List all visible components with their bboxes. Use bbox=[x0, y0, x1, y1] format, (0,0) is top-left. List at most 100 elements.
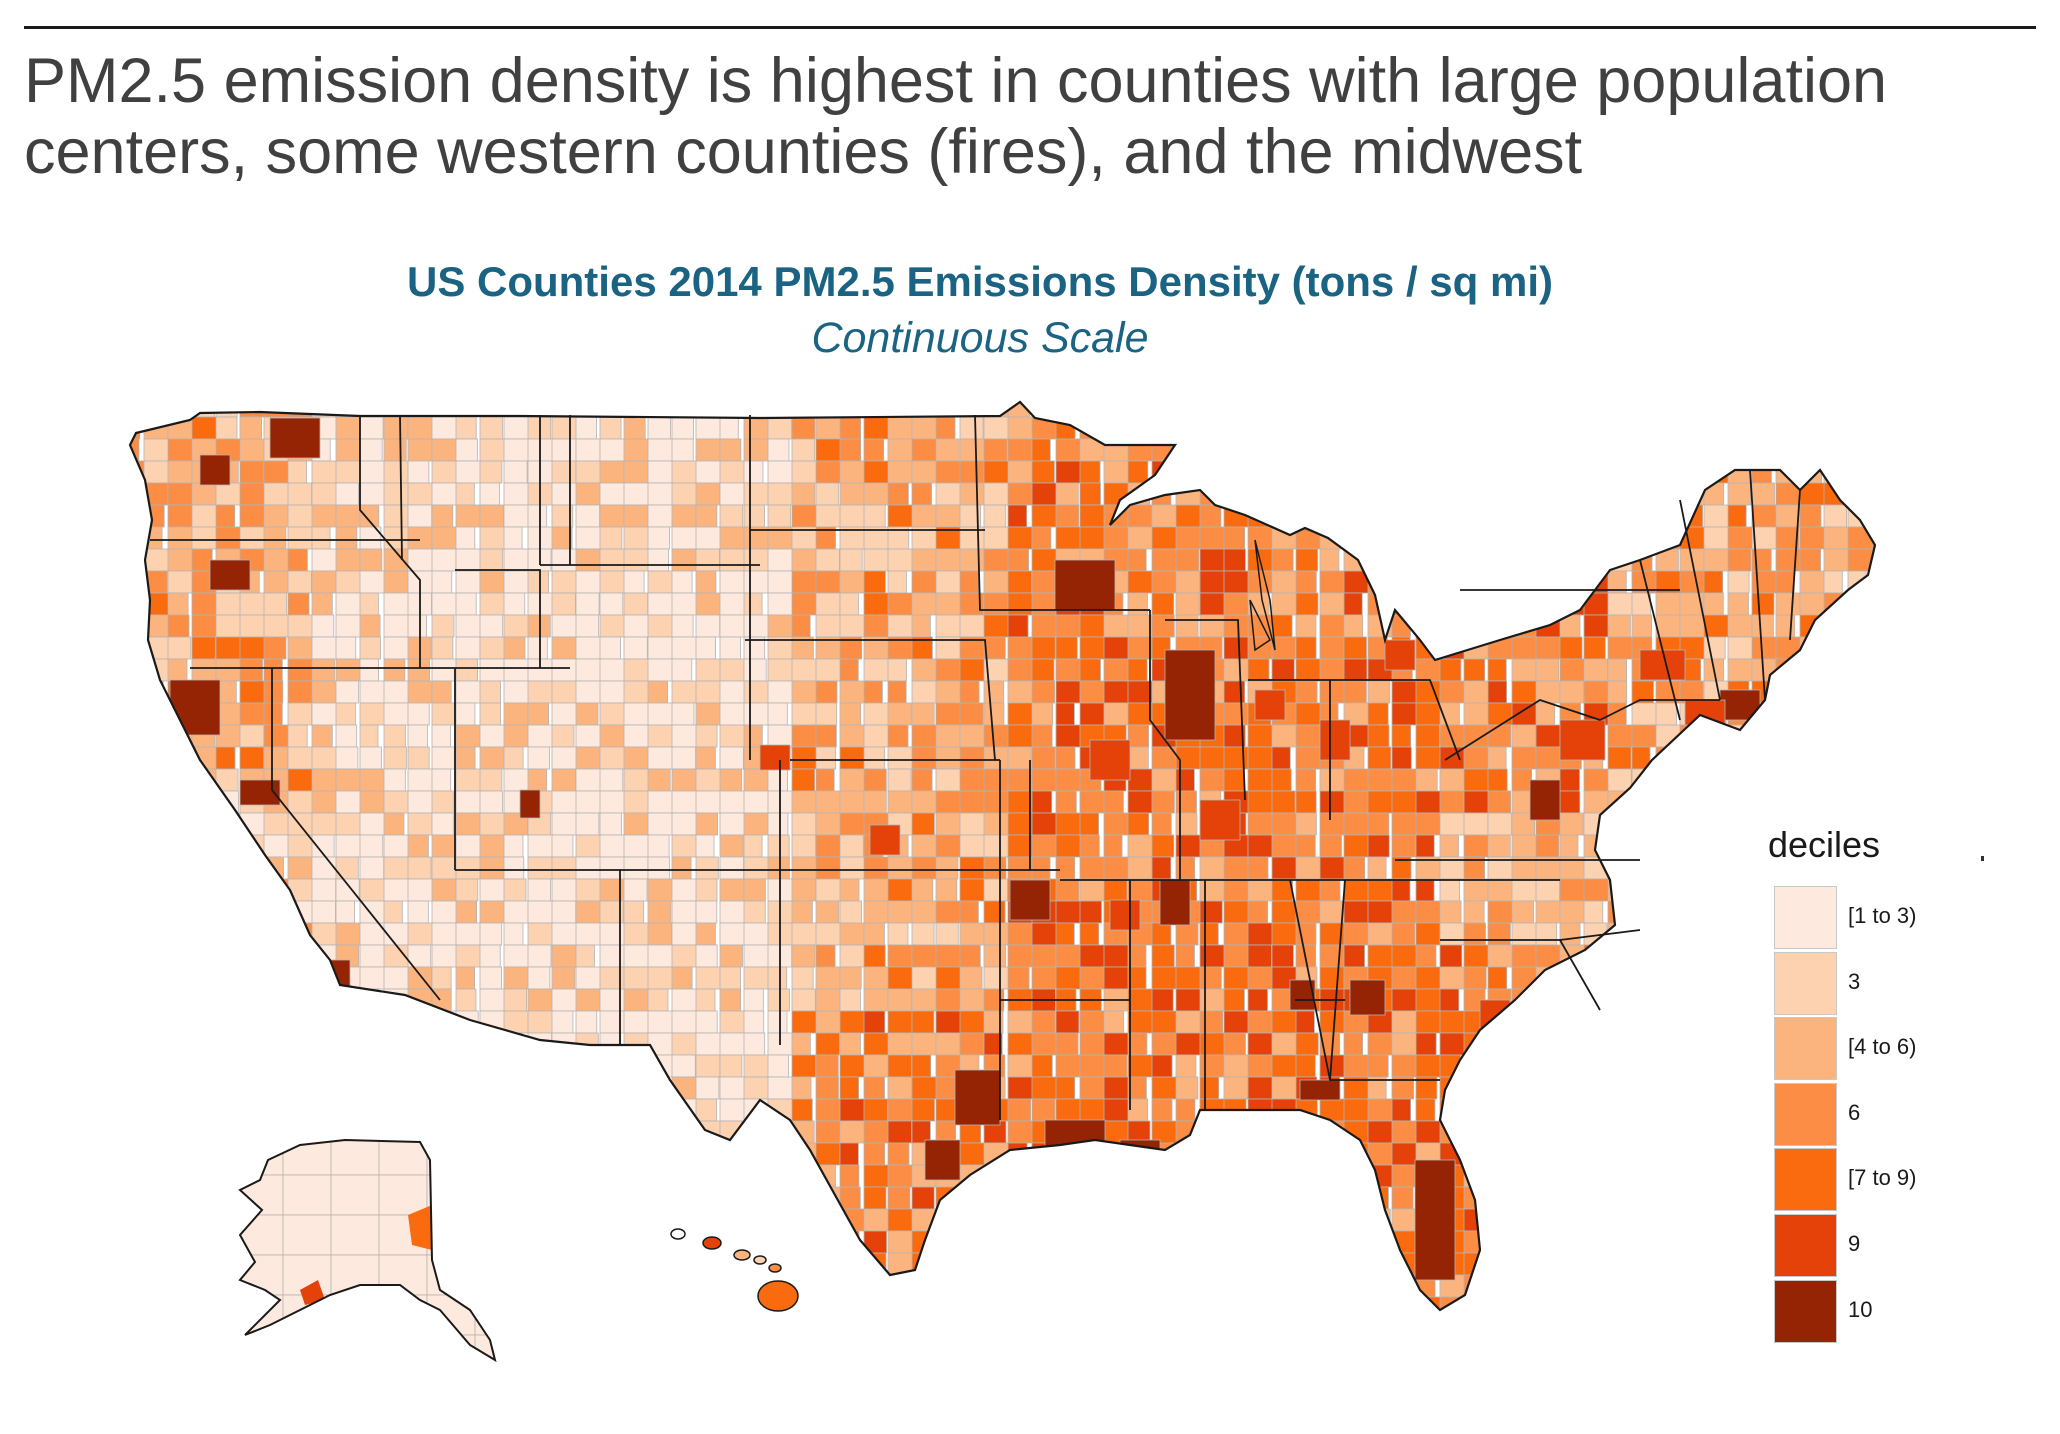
county-cell bbox=[1871, 1076, 1875, 1100]
county-cell bbox=[887, 1120, 912, 1144]
county-cell bbox=[1271, 504, 1292, 528]
county-cell bbox=[335, 680, 359, 704]
county-cell bbox=[1511, 1252, 1535, 1276]
county-cell bbox=[359, 416, 384, 440]
county-cell bbox=[479, 526, 506, 550]
county-cell bbox=[130, 900, 146, 924]
county-cell bbox=[551, 1054, 583, 1078]
county-cell bbox=[815, 834, 844, 858]
county-cell bbox=[839, 966, 862, 990]
county-cell bbox=[671, 1186, 698, 1210]
county-cell bbox=[1055, 680, 1083, 704]
county-cell bbox=[983, 878, 1008, 902]
county-cell bbox=[1151, 988, 1174, 1012]
county-cell bbox=[1079, 1032, 1109, 1056]
county-cell bbox=[263, 1010, 292, 1034]
county-cell bbox=[1391, 482, 1423, 506]
county-cell bbox=[863, 922, 885, 946]
county-cell bbox=[1439, 548, 1473, 572]
county-cell bbox=[215, 900, 235, 924]
county-cell bbox=[1896, 835, 1928, 857]
county-cell bbox=[1199, 416, 1221, 440]
county-cell bbox=[143, 1076, 177, 1100]
county-cell bbox=[1439, 592, 1466, 616]
county-cell bbox=[239, 1076, 272, 1100]
county-cell bbox=[983, 900, 1006, 924]
county-cell bbox=[1751, 460, 1772, 484]
county-cell bbox=[1151, 1054, 1173, 1078]
county-cell bbox=[1391, 878, 1411, 902]
county-cell bbox=[647, 1296, 668, 1310]
county-cell bbox=[431, 526, 458, 550]
county-cell bbox=[1703, 482, 1725, 506]
county-cell bbox=[1247, 460, 1272, 484]
county-cell bbox=[671, 746, 697, 770]
county-cell bbox=[767, 1054, 789, 1078]
county-cell bbox=[1487, 438, 1518, 462]
county-cell bbox=[1199, 504, 1222, 528]
county-cell bbox=[575, 768, 601, 792]
county-cell bbox=[1511, 1076, 1536, 1100]
county-cell bbox=[455, 658, 479, 682]
county-cell bbox=[1271, 746, 1291, 770]
county-cell bbox=[1415, 416, 1439, 440]
county-cell bbox=[1367, 1186, 1389, 1210]
county-cell bbox=[1559, 1274, 1590, 1298]
county-cell bbox=[935, 614, 964, 638]
county-cell bbox=[503, 1054, 524, 1078]
county-cell bbox=[503, 988, 528, 1012]
county-cell bbox=[647, 900, 672, 924]
county-cell bbox=[743, 856, 770, 880]
county-cell bbox=[647, 790, 675, 814]
state-border bbox=[1559, 929, 1641, 941]
county-cell bbox=[431, 402, 457, 418]
county-cell bbox=[1559, 416, 1582, 440]
county-cell bbox=[143, 746, 174, 770]
county-cell bbox=[1896, 681, 1922, 703]
county-cell bbox=[191, 944, 224, 968]
county-cell bbox=[1559, 402, 1593, 418]
county-cell bbox=[935, 724, 964, 748]
county-cell bbox=[887, 724, 909, 748]
stray-dot bbox=[1981, 856, 1984, 861]
county-cell bbox=[1511, 504, 1541, 528]
county-cell bbox=[1727, 402, 1761, 418]
county-cell bbox=[1080, 1319, 1101, 1341]
county-cell bbox=[935, 1230, 966, 1254]
county-cell bbox=[1415, 570, 1437, 594]
county-cell bbox=[1823, 768, 1845, 792]
county-cell bbox=[743, 438, 769, 462]
county-cell bbox=[1583, 1120, 1607, 1144]
county-cell bbox=[360, 1319, 386, 1341]
county-cell bbox=[527, 1230, 558, 1254]
county-cell bbox=[1199, 966, 1222, 990]
county-cell bbox=[1439, 790, 1465, 814]
county-cell bbox=[1247, 1142, 1275, 1166]
county-cell bbox=[1727, 570, 1750, 594]
county-cell bbox=[1079, 658, 1101, 682]
county-cell bbox=[191, 1142, 218, 1166]
county-cell bbox=[839, 922, 865, 946]
county-cell bbox=[911, 592, 937, 616]
county-cell bbox=[359, 790, 389, 814]
county-cell bbox=[671, 1142, 705, 1166]
county-cell bbox=[720, 1319, 752, 1341]
county-cell bbox=[1031, 1230, 1057, 1254]
county-cell bbox=[1391, 1164, 1417, 1188]
county-cell bbox=[839, 614, 865, 638]
county-cell bbox=[743, 1164, 772, 1188]
county-cell bbox=[263, 746, 289, 770]
county-cell bbox=[1367, 526, 1400, 550]
county-cell bbox=[1151, 504, 1178, 528]
county-cell bbox=[1079, 482, 1101, 506]
county-cell bbox=[407, 834, 429, 858]
county-cell bbox=[791, 944, 816, 968]
county-cell bbox=[1896, 1077, 1917, 1099]
county-cell bbox=[1679, 1142, 1702, 1166]
county-cell bbox=[1487, 402, 1509, 418]
county-cell bbox=[599, 592, 624, 616]
county-cell bbox=[1871, 944, 1875, 968]
county-cell bbox=[959, 658, 986, 682]
county-cell bbox=[767, 460, 795, 484]
county-cell bbox=[1511, 1054, 1531, 1078]
